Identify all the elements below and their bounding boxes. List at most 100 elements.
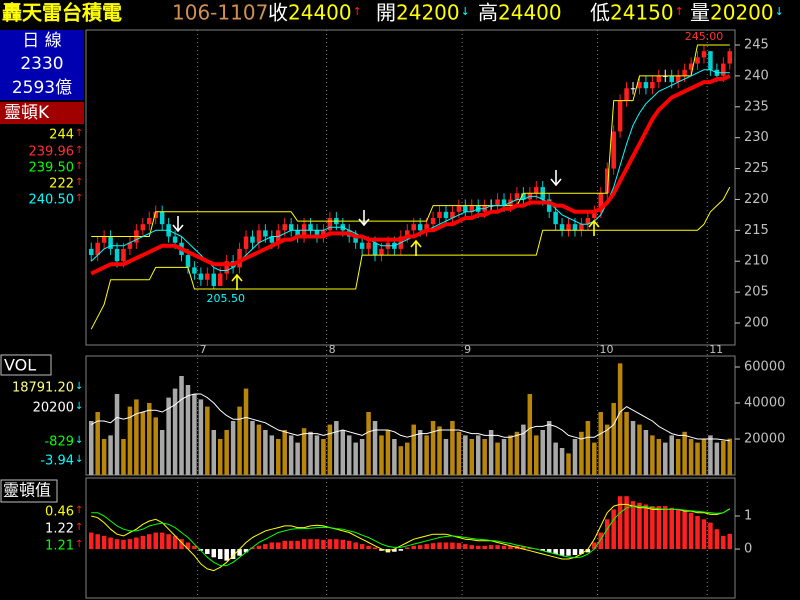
candle-body <box>630 88 636 90</box>
candle-body <box>288 224 294 231</box>
candle-body <box>205 273 210 280</box>
bar <box>430 420 436 475</box>
candle-body <box>669 75 674 83</box>
candle-body <box>366 242 371 249</box>
bar <box>521 424 526 475</box>
bar <box>482 438 487 475</box>
bar <box>405 547 410 550</box>
bar <box>159 532 165 550</box>
bar <box>540 429 545 475</box>
bar <box>366 411 371 475</box>
bar <box>598 532 604 550</box>
bar <box>682 511 687 550</box>
y-tick-label: 240 <box>744 68 769 83</box>
header-value: 24150 <box>610 1 674 25</box>
y-tick-label: 245 <box>744 38 769 53</box>
bar <box>314 435 320 475</box>
bar <box>521 546 526 550</box>
x-tick-label: 10 <box>600 343 614 356</box>
bar <box>604 519 610 550</box>
bar <box>598 411 604 475</box>
stock-code: 2330 <box>20 54 63 74</box>
candle-body <box>211 273 217 286</box>
candle-body <box>566 224 571 231</box>
bar <box>443 542 449 550</box>
bar <box>592 442 597 475</box>
y-tick-label: 230 <box>744 130 769 145</box>
candle-body <box>256 230 262 243</box>
bar <box>527 393 533 475</box>
buy-arrow <box>588 219 600 236</box>
sidebar-value: 244 <box>49 128 74 143</box>
candle-body <box>88 248 94 256</box>
stock-title: 轟天雷台積電 <box>2 1 122 25</box>
candle-body <box>159 211 165 225</box>
y-tick-label: 20000 <box>744 431 785 446</box>
candle-body <box>521 193 526 200</box>
bar <box>624 411 629 475</box>
bar <box>334 539 339 550</box>
candle-body <box>308 224 313 231</box>
bar <box>495 545 500 550</box>
bar <box>224 549 229 561</box>
bar <box>682 431 687 475</box>
sidebar-arrow: ↓ <box>75 454 83 465</box>
candle-body <box>643 82 649 89</box>
bar <box>288 540 294 550</box>
candle-body <box>243 236 249 249</box>
y-tick-label: 235 <box>744 99 769 114</box>
bar <box>398 549 404 551</box>
line <box>90 74 731 276</box>
bar <box>366 545 371 550</box>
bar <box>727 533 733 550</box>
bar <box>353 542 358 550</box>
candle-body <box>411 224 416 231</box>
bar <box>243 549 249 553</box>
bar <box>327 424 333 475</box>
bar <box>488 545 494 550</box>
bar <box>572 438 578 475</box>
bar <box>140 535 146 550</box>
bar <box>88 420 94 475</box>
bar <box>604 424 610 475</box>
candle-body <box>437 211 442 218</box>
plot: 7 8 9 10 11200205210215220225230235240245245… <box>88 30 785 598</box>
bar <box>256 545 262 550</box>
bar <box>314 539 320 550</box>
candle-body <box>604 168 610 194</box>
header-label: 量 <box>690 1 710 25</box>
bar <box>379 435 384 475</box>
indicator-panel <box>85 477 736 599</box>
header-value: 24400 <box>498 1 562 25</box>
bar <box>637 424 642 475</box>
sidebar-arrow: ↑ <box>75 539 83 550</box>
bar <box>437 542 442 550</box>
candle-body <box>269 236 275 243</box>
bar <box>475 545 481 550</box>
buy-arrow <box>231 273 243 290</box>
candle-body <box>224 261 229 274</box>
bar <box>185 384 191 475</box>
bar <box>250 547 255 550</box>
bar <box>205 406 210 475</box>
candle-body <box>546 199 552 212</box>
bar <box>688 512 694 550</box>
period: 日 線 <box>22 31 61 51</box>
candle-body <box>637 82 642 89</box>
bar <box>559 447 565 475</box>
bar <box>701 438 707 475</box>
bar <box>340 429 346 475</box>
bar <box>656 438 662 475</box>
y-tick-label: 200 <box>744 316 769 331</box>
bar <box>179 375 184 475</box>
bar <box>482 545 487 550</box>
bar <box>205 549 210 555</box>
bar <box>437 426 442 475</box>
bar <box>540 549 545 551</box>
bar <box>417 429 423 475</box>
bar <box>695 516 700 550</box>
vol-title: VOL <box>4 356 36 375</box>
bar <box>708 522 713 550</box>
candle-body <box>675 75 681 83</box>
bar <box>230 420 236 475</box>
